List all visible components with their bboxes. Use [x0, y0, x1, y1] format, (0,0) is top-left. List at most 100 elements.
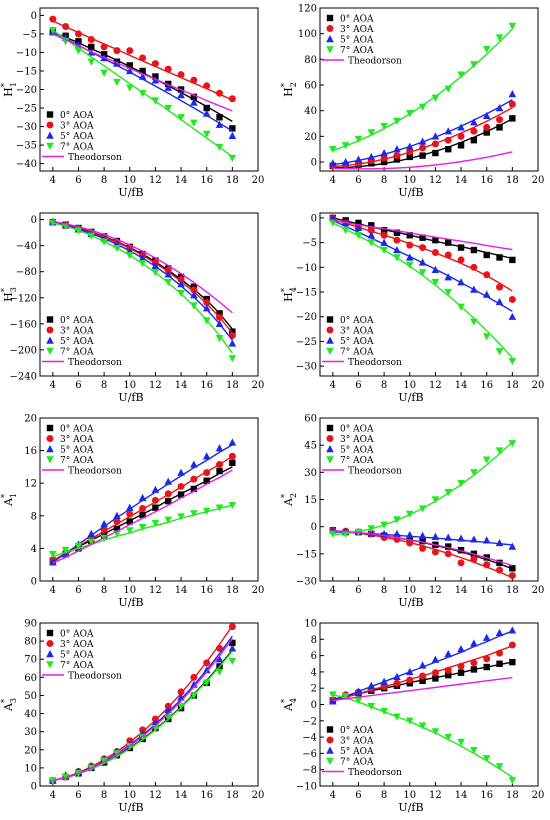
- y-tick-label: −10: [16, 48, 37, 59]
- data-point-3-aoa: [496, 566, 504, 574]
- legend-swatch: [46, 435, 54, 442]
- y-tick-label: −25: [16, 104, 37, 115]
- data-point-7-aoa: [367, 702, 376, 711]
- data-point-0-aoa: [203, 477, 210, 484]
- x-tick-label: 4: [50, 790, 56, 801]
- data-point-3-aoa: [470, 263, 478, 271]
- data-point-3-aoa: [216, 89, 224, 97]
- data-point-5-aoa: [482, 633, 491, 641]
- y-tick-label: 6: [311, 651, 317, 662]
- data-point-7-aoa: [190, 302, 198, 310]
- plot-frame: [319, 7, 539, 172]
- data-point-3-aoa: [74, 30, 82, 38]
- legend-label: 3° AOA: [340, 25, 374, 35]
- y-tick-label: −10: [296, 263, 317, 274]
- data-point-0-aoa: [229, 639, 236, 647]
- y-tick-label: −15: [296, 549, 317, 560]
- data-point-7-aoa: [380, 246, 388, 255]
- chart-H4: 4 6 8 10 12 14 16 18 20 0 −5 −10 −15 −20 −25 −30 U/fB H4*…: [280, 212, 544, 404]
- data-point-5-aoa: [393, 246, 401, 254]
- y-tick-label: 16: [24, 446, 37, 457]
- data-point-5-aoa: [215, 120, 224, 128]
- data-point-3-aoa: [151, 496, 159, 504]
- x-tick-label: 12: [429, 585, 442, 596]
- data-point-3-aoa: [457, 132, 465, 140]
- data-point-3-aoa: [431, 140, 439, 148]
- data-point-5-aoa: [457, 645, 465, 653]
- y-tick-label: −20: [296, 312, 317, 323]
- data-point-7-aoa: [367, 525, 376, 533]
- legend-swatch: [326, 35, 334, 43]
- data-point-3-aoa: [406, 676, 414, 684]
- data-point-7-aoa: [495, 763, 504, 771]
- x-tick-label: 6: [75, 380, 81, 391]
- x-tick-label: 16: [200, 380, 213, 391]
- x-axis-label: U/fB: [118, 186, 143, 199]
- data-point-0-aoa: [483, 129, 490, 136]
- y-tick-label: −30: [296, 362, 317, 373]
- x-tick-label: 8: [101, 380, 107, 391]
- data-point-7-aoa: [482, 333, 491, 341]
- y-tick-label: −30: [16, 122, 37, 133]
- data-point-5-aoa: [329, 159, 337, 167]
- legend-label: 0° AOA: [60, 111, 94, 121]
- legend-label: Theodorson: [348, 358, 402, 368]
- data-point-0-aoa: [165, 497, 172, 505]
- data-point-5-aoa: [418, 531, 427, 539]
- data-point-7-aoa: [393, 117, 401, 125]
- x-tick-label: 8: [101, 175, 107, 186]
- data-point-7-aoa: [329, 145, 337, 154]
- data-point-7-aoa: [190, 119, 198, 127]
- data-point-0-aoa: [190, 93, 198, 101]
- data-point-7-aoa: [418, 269, 427, 277]
- legend-swatch: [326, 25, 334, 32]
- y-tick-label: 10: [24, 763, 37, 774]
- data-point-3-aoa: [444, 666, 452, 674]
- data-point-5-aoa: [405, 253, 414, 261]
- data-point-5-aoa: [470, 118, 478, 126]
- data-point-0-aoa: [496, 254, 503, 261]
- data-point-5-aoa: [202, 452, 211, 460]
- data-point-3-aoa: [419, 244, 427, 252]
- data-point-3-aoa: [457, 559, 465, 567]
- y-tick-label: 45: [304, 441, 317, 452]
- data-point-3-aoa: [228, 452, 236, 460]
- x-tick-label: 18: [506, 380, 519, 391]
- data-point-5-aoa: [457, 534, 465, 542]
- data-point-5-aoa: [444, 533, 453, 541]
- legend-label: 0° AOA: [340, 15, 374, 25]
- y-axis-label: H2*: [280, 82, 298, 97]
- legend-label: Theodorson: [68, 153, 122, 163]
- y-tick-label: −8: [302, 765, 317, 776]
- plot-frame: [39, 622, 259, 787]
- data-point-5-aoa: [508, 312, 517, 320]
- data-point-7-aoa: [87, 232, 96, 240]
- x-tick-label: 20: [252, 585, 265, 596]
- data-point-7-aoa: [228, 154, 237, 163]
- y-tick-label: 0: [31, 782, 37, 793]
- data-point-0-aoa: [470, 246, 478, 254]
- data-point-3-aoa: [393, 679, 401, 687]
- data-point-7-aoa: [202, 679, 211, 687]
- data-point-7-aoa: [177, 289, 185, 298]
- x-tick-label: 18: [506, 175, 519, 186]
- y-tick-label: −2: [302, 716, 317, 727]
- data-point-0-aoa: [229, 328, 236, 335]
- data-point-3-aoa: [113, 518, 121, 526]
- x-tick-label: 8: [101, 790, 107, 801]
- series-line-theodorson: [52, 33, 233, 112]
- data-point-5-aoa: [444, 273, 453, 281]
- data-point-7-aoa: [508, 440, 517, 448]
- x-tick-label: 14: [175, 380, 188, 391]
- data-point-7-aoa: [380, 521, 388, 529]
- y-tick-label: −160: [10, 319, 37, 330]
- data-point-5-aoa: [482, 111, 491, 120]
- data-point-0-aoa: [380, 227, 388, 234]
- x-axis-label: U/fB: [118, 596, 143, 609]
- data-point-7-aoa: [125, 252, 134, 260]
- legend-swatch: [46, 336, 54, 344]
- data-point-5-aoa: [418, 137, 427, 145]
